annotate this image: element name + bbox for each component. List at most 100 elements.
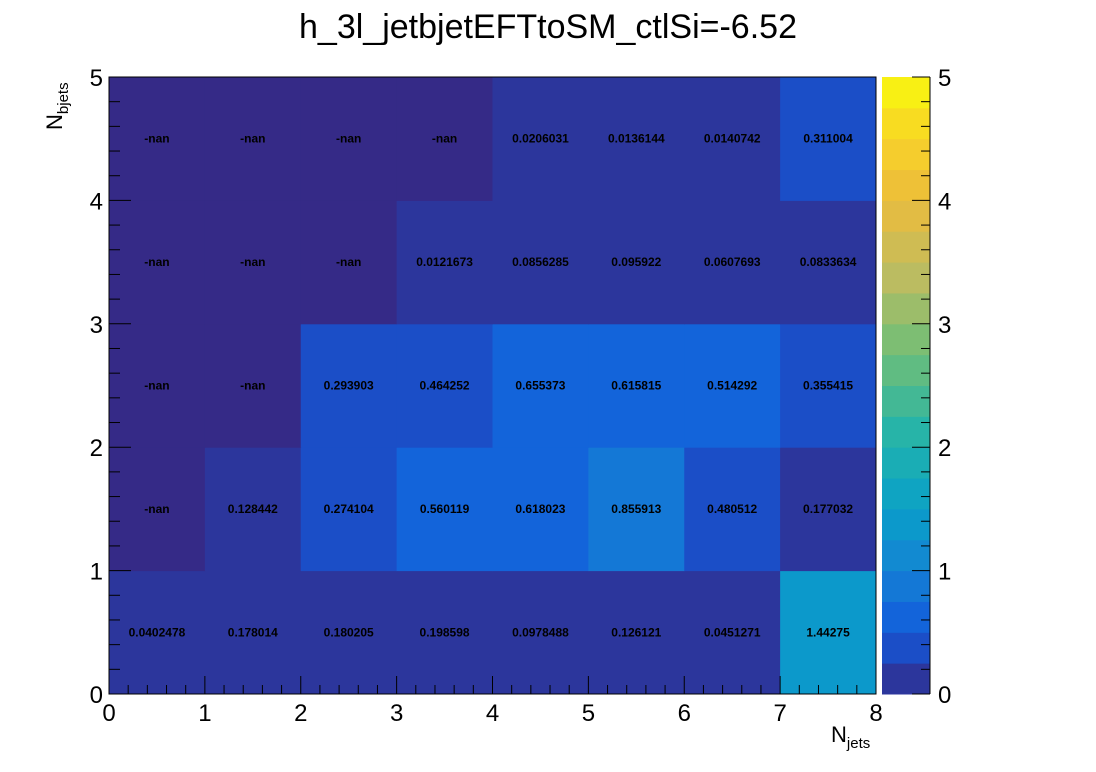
heatmap-cell-label: 0.618023 — [515, 502, 565, 516]
y-tick-label: 1 — [90, 559, 103, 586]
heatmap-cell — [588, 200, 685, 325]
heatmap-cell-label: 0.128442 — [228, 502, 278, 516]
heatmap-cell — [109, 323, 206, 448]
heatmap-cell-label: -nan — [144, 255, 169, 269]
heatmap-cell-labels: 0.0402478 0.178014 0.180205 0.198598 0.09784… — [129, 132, 857, 640]
heatmap-cell-label: 0.655373 — [515, 379, 565, 393]
heatmap-cell — [300, 447, 398, 572]
color-scale-swatch — [882, 570, 930, 602]
color-scale-swatch — [882, 169, 930, 201]
heatmap-cell — [492, 77, 589, 201]
heatmap-cell-label: 0.0402478 — [129, 625, 186, 639]
heatmap-cell — [300, 570, 398, 695]
heatmap-cell-label: 0.180205 — [324, 625, 374, 639]
heatmap-cell-label: 0.0856285 — [512, 255, 569, 269]
color-scale-tick-label: 2 — [938, 435, 951, 462]
heatmap-cell — [109, 447, 206, 572]
heatmap-cell-label: 1.44275 — [806, 625, 850, 639]
color-scale-tick-label: 4 — [938, 188, 951, 215]
heatmap-cell-label: 0.274104 — [324, 502, 374, 516]
x-axis: 0 1 2 3 4 5 6 7 8 — [102, 676, 883, 727]
color-scale-swatch — [882, 231, 930, 263]
x-tick-label: 0 — [102, 700, 115, 727]
heatmap-cell-label: 0.560119 — [420, 502, 470, 516]
x-tick-label: 7 — [773, 700, 786, 727]
color-scale-swatch — [882, 200, 930, 232]
x-tick-label: 3 — [390, 700, 403, 727]
heatmap-cell-label: -nan — [240, 255, 265, 269]
color-scale-tick-label: 3 — [938, 312, 951, 339]
heatmap-cell-label: 0.0607693 — [704, 255, 761, 269]
heatmap-cell — [204, 200, 302, 325]
color-scale-swatch — [882, 447, 930, 479]
color-scale-swatch — [882, 416, 930, 448]
y-axis-title: Nbjets — [42, 82, 72, 130]
heatmap-cell-label: 0.615815 — [611, 379, 661, 393]
heatmap-cell-label: 0.0121673 — [416, 255, 473, 269]
x-axis-title-main: N — [831, 722, 847, 747]
heatmap-cell-label: -nan — [240, 379, 265, 393]
color-scale-swatch — [882, 262, 930, 294]
color-scale-swatch — [882, 478, 930, 510]
heatmap-cell-label: -nan — [336, 255, 361, 269]
heatmap-cell-label: 0.178014 — [228, 625, 278, 639]
color-scale-tick-label: 1 — [938, 559, 951, 586]
color-scale-swatch — [882, 601, 930, 633]
color-scale-axis: 0 1 2 3 4 5 — [912, 65, 951, 709]
heatmap-cell — [684, 570, 781, 695]
heatmap-cell-label: 0.095922 — [611, 255, 661, 269]
color-scale-swatch — [882, 385, 930, 417]
heatmap-cell — [396, 323, 493, 448]
heatmap-cell — [780, 323, 877, 448]
color-scale-swatch — [882, 107, 930, 140]
heatmap-cell-label: 0.355415 — [803, 379, 853, 393]
heatmap-cell-label: 0.126121 — [611, 625, 661, 639]
chart-title: h_3l_jetbjetEFTtoSM_ctlSi=-6.52 — [299, 8, 797, 46]
heatmap-cell — [684, 200, 781, 325]
color-scale-tick-label: 5 — [938, 65, 951, 92]
svg-text:Nbjets: Nbjets — [42, 82, 72, 130]
heatmap-cell-label: -nan — [336, 132, 361, 146]
heatmap-cell-label: 0.855913 — [611, 502, 661, 516]
heatmap-cell — [109, 570, 206, 695]
heatmap-cell — [492, 447, 589, 572]
color-scale-swatch — [882, 354, 930, 386]
heatmap-cell — [492, 323, 589, 448]
heatmap-cell-label: 0.480512 — [707, 502, 757, 516]
y-axis-title-sub: bjets — [55, 82, 72, 114]
y-axis-title-main: N — [42, 114, 67, 130]
y-tick-label: 3 — [90, 312, 103, 339]
heatmap-cell — [780, 570, 877, 695]
heatmap-cell-label: -nan — [432, 132, 457, 146]
heatmap-cell-label: -nan — [240, 132, 265, 146]
heatmap-cell — [109, 77, 206, 201]
heatmap-cell-label: -nan — [144, 132, 169, 146]
heatmap-cell-label: 0.293903 — [324, 379, 374, 393]
color-scale-swatch — [882, 632, 930, 664]
color-scale-swatch — [882, 663, 930, 695]
color-scale-bar — [882, 77, 930, 695]
heatmap-cell-label: 0.0833634 — [800, 255, 857, 269]
heatmap-cell — [300, 323, 398, 448]
y-tick-label: 0 — [90, 682, 103, 709]
svg-text:Njets: Njets — [831, 722, 870, 752]
color-scale-swatch — [882, 77, 930, 109]
heatmap-cell — [588, 77, 685, 201]
heatmap-cell — [396, 200, 493, 325]
y-axis: 0 1 2 3 4 5 — [90, 65, 131, 709]
heatmap-cell — [204, 77, 302, 201]
heatmap-cell — [588, 570, 685, 695]
heatmap-cell — [684, 323, 781, 448]
heatmap-cell — [396, 77, 493, 201]
heatmap-cell-label: 0.177032 — [803, 502, 853, 516]
y-tick-label: 5 — [90, 65, 103, 92]
heatmap-cell — [300, 77, 398, 201]
heatmap-cell — [204, 447, 302, 572]
heatmap-cell-label: 0.0140742 — [704, 132, 761, 146]
heatmap-cell-label: 0.0451271 — [704, 625, 761, 639]
heatmap-cell-label: 0.198598 — [420, 625, 470, 639]
heatmap-cell — [780, 447, 877, 572]
heatmap-cell — [684, 447, 781, 572]
heatmap-cell-label: 0.514292 — [707, 379, 757, 393]
